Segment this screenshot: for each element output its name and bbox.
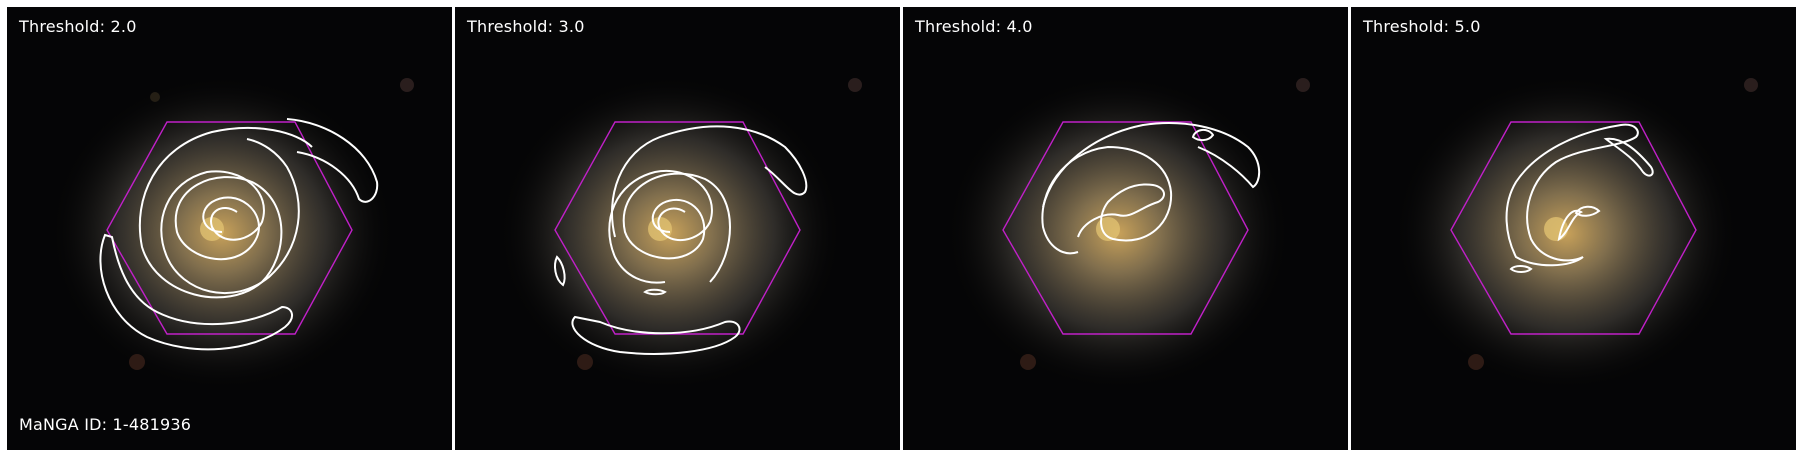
threshold-label: Threshold: 4.0 [915,17,1033,36]
ifu-hexagon [1002,121,1249,335]
threshold-contours [554,125,808,355]
galaxy-panel-threshold-3: Threshold: 3.0 [455,7,900,450]
galaxy-image [455,7,900,450]
threshold-label: Threshold: 2.0 [19,17,137,36]
galaxy-image [903,7,1348,450]
ifu-hexagon [554,121,801,335]
manga-id-label: MaNGA ID: 1-481936 [19,415,192,434]
ifu-hexagon [1450,121,1697,335]
threshold-label: Threshold: 3.0 [467,17,585,36]
galaxy-panel-threshold-4: Threshold: 4.0 [903,7,1348,450]
galaxy-image [1351,7,1796,450]
galaxy-panel-threshold-5: Threshold: 5.0 [1351,7,1796,450]
galaxy-image [7,7,452,450]
threshold-contours [99,118,379,351]
threshold-contours [1041,122,1261,255]
ifu-hexagon [106,121,353,335]
threshold-label: Threshold: 5.0 [1363,17,1481,36]
threshold-contours [1505,123,1654,273]
galaxy-panel-threshold-2: Threshold: 2.0 MaNGA ID: 1-481936 [7,7,452,450]
